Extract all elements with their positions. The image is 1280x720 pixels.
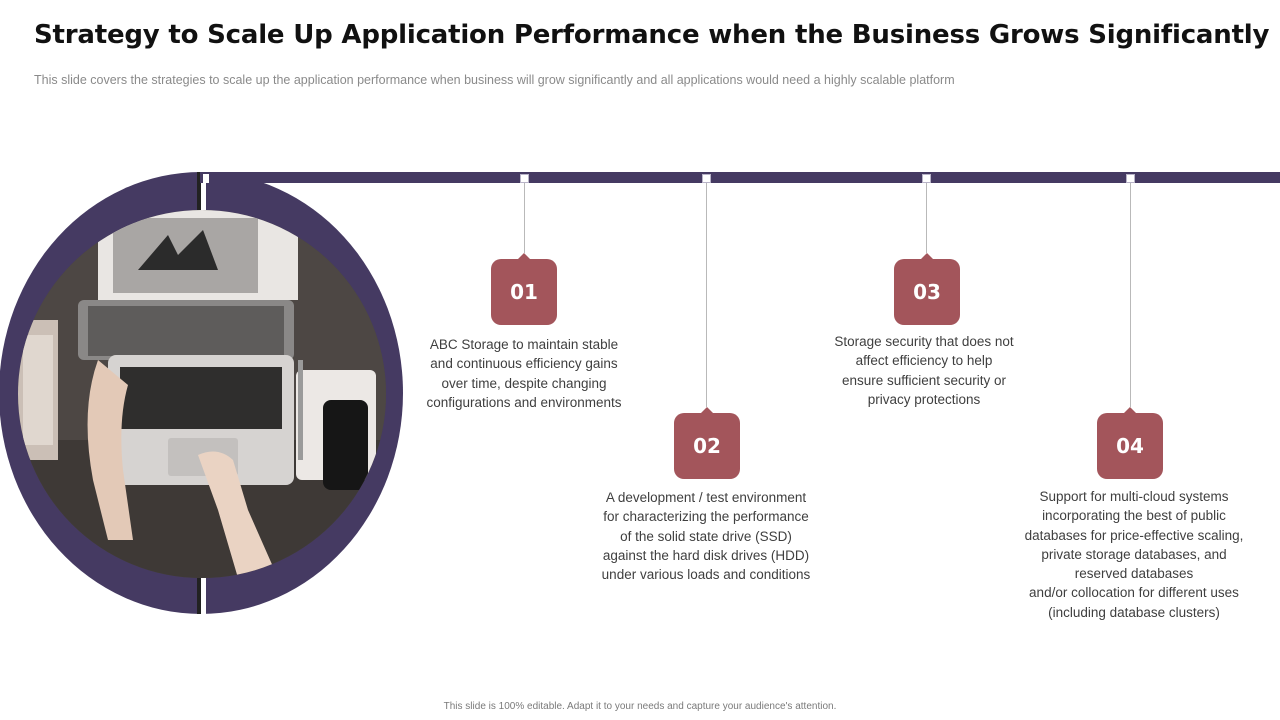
step-number: 03 <box>913 280 941 304</box>
slide-title: Strategy to Scale Up Application Perform… <box>34 20 1270 50</box>
step-number: 04 <box>1116 434 1144 458</box>
badge-notch <box>1124 407 1136 413</box>
step-text-02: A development / test environment for cha… <box>601 490 811 583</box>
badge-notch <box>518 253 530 259</box>
timeline-dot-01 <box>520 174 529 183</box>
step-number: 02 <box>693 434 721 458</box>
laptop-photo-illustration <box>18 210 386 578</box>
timeline-dot-02 <box>702 174 711 183</box>
step-badge-03: 03 <box>894 253 960 325</box>
step-badge-02: 02 <box>674 407 740 479</box>
step-text-03: Storage security that does not affect ef… <box>834 334 1014 407</box>
timeline-dot-04 <box>1126 174 1135 183</box>
laptop-photo <box>18 210 386 578</box>
step-badge-01: 01 <box>491 253 557 325</box>
badge-notch <box>921 253 933 259</box>
timeline-bar <box>200 172 1280 183</box>
connector-02 <box>706 183 707 407</box>
connector-04 <box>1130 183 1131 407</box>
connector-03 <box>926 183 927 253</box>
badge-notch <box>701 407 713 413</box>
step-badge-04: 04 <box>1097 407 1163 479</box>
footer-note: This slide is 100% editable. Adapt it to… <box>443 701 837 712</box>
step-text-04: Support for multi-cloud systems incorpor… <box>1024 489 1244 620</box>
slide-subtitle: This slide covers the strategies to scal… <box>34 73 955 87</box>
connector-01 <box>524 183 525 253</box>
step-text-01: ABC Storage to maintain stable and conti… <box>426 337 622 410</box>
timeline-dot-03 <box>922 174 931 183</box>
step-number: 01 <box>510 280 538 304</box>
timeline-bar-gap <box>203 174 209 183</box>
